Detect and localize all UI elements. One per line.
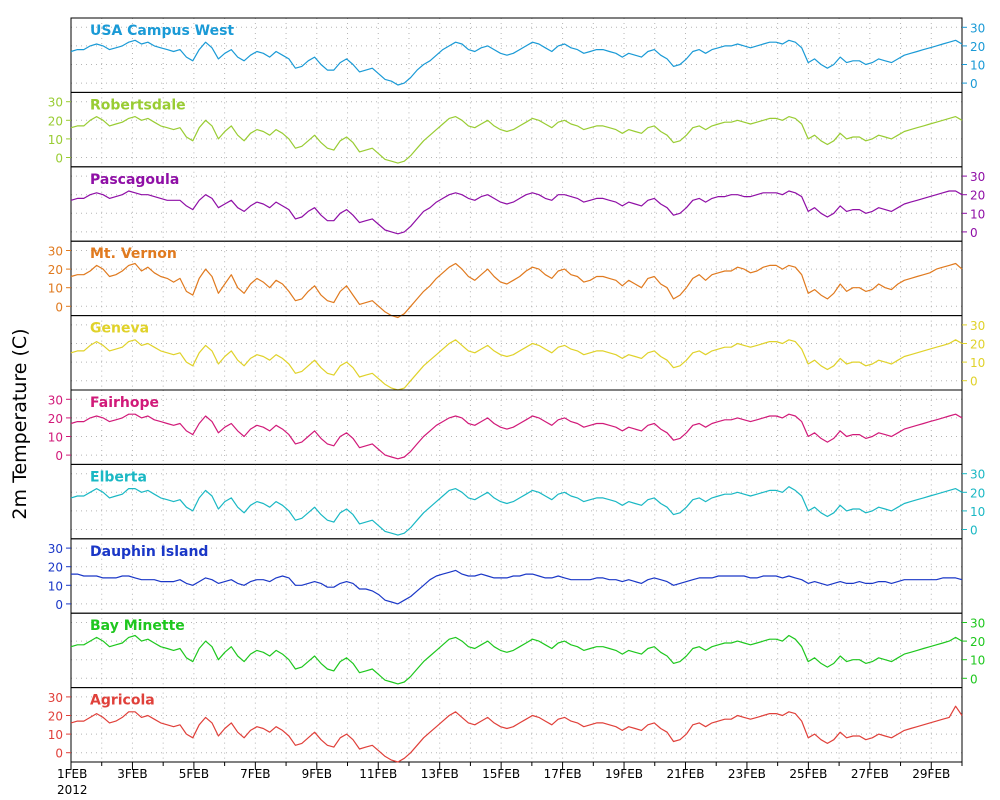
panel-robertsdale: 0 10 20 30 Robertsdale (48, 91, 963, 168)
panel-frame (70, 166, 963, 242)
y-tick-label: 0 (55, 598, 63, 612)
y-tick-label: 20 (48, 114, 63, 128)
y-tick-label: 10 (970, 654, 985, 668)
y-tick-label: 30 (48, 691, 63, 705)
series-line-dauphin-island (71, 569, 963, 605)
panel-geneva: 0 10 20 30 Geneva (70, 315, 985, 391)
panel-fairhope: 0 10 20 30 Fairhope (48, 389, 963, 465)
y-tick-label: 30 (48, 393, 63, 407)
y-axis-label: 2m Temperature (C) (9, 328, 31, 519)
x-tick-label: 7FEB (240, 767, 270, 781)
y-tick-label: 10 (48, 282, 63, 296)
y-tick-label: 20 (48, 561, 63, 575)
series-line-elberta (70, 486, 963, 536)
y-tick-label: 30 (48, 245, 63, 259)
panel-frame (70, 91, 963, 168)
y-tick-label: 20 (48, 412, 63, 426)
x-tick-label: 21FEB (666, 767, 704, 781)
y-tick-label: 10 (48, 579, 63, 593)
panel-dauphin-island: 0 10 20 30 Dauphin Island (48, 538, 963, 614)
y-tick-label: 0 (970, 524, 978, 538)
y-tick-label: 0 (55, 747, 63, 761)
series-label-mt-vernon: Mt. Vernon (90, 246, 177, 262)
y-tick-label: 0 (970, 375, 978, 389)
x-tick-label: 11FEB (359, 767, 397, 781)
y-tick-label: 30 (970, 170, 985, 184)
y-tick-label: 0 (55, 300, 63, 314)
x-tick-label: 9FEB (302, 767, 332, 781)
panel-agricola: 0 10 20 30 Agricola (48, 687, 963, 763)
y-tick-label: 30 (48, 96, 63, 110)
y-tick-label: 30 (970, 468, 985, 482)
y-tick-label: 10 (48, 431, 63, 445)
x-tick-label: 17FEB (544, 767, 582, 781)
y-tick-label: 20 (970, 189, 985, 203)
x-tick-label: 15FEB (482, 767, 520, 781)
series-label-robertsdale: Robertsdale (90, 97, 186, 113)
series-label-dauphin-island: Dauphin Island (90, 544, 208, 560)
x-year-label: 2012 (57, 783, 88, 797)
panel-bay-minette: 0 10 20 30 Bay Minette (70, 612, 985, 689)
series-label-fairhope: Fairhope (90, 395, 159, 411)
y-tick-label: 20 (970, 635, 985, 649)
y-tick-label: 10 (970, 505, 985, 519)
x-tick-label: 3FEB (117, 767, 147, 781)
panel-usa-campus-west: 0 10 20 30 USA Campus West (70, 17, 985, 93)
panel-frame (70, 612, 963, 689)
y-tick-label: 10 (970, 59, 985, 73)
series-label-agricola: Agricola (90, 693, 155, 709)
series-label-pascagoula: Pascagoula (90, 172, 179, 188)
x-tick-label: 29FEB (912, 767, 950, 781)
y-tick-label: 30 (48, 542, 63, 556)
y-tick-label: 0 (55, 449, 63, 463)
series-line-fairhope (70, 413, 963, 460)
panel-mt-vernon: 0 10 20 30 Mt. Vernon (48, 240, 963, 319)
series-label-usa-campus-west: USA Campus West (90, 23, 234, 39)
panels-group: 0 10 20 30 USA Campus West 0 10 20 30 Robertsdale… (48, 17, 985, 763)
series-line-mt-vernon (70, 262, 963, 319)
panel-pascagoula: 0 10 20 30 Pascagoula (70, 166, 985, 242)
y-tick-label: 30 (970, 21, 985, 35)
y-tick-label: 30 (970, 617, 985, 631)
series-label-geneva: Geneva (90, 321, 149, 337)
x-tick-label: 19FEB (605, 767, 643, 781)
y-tick-label: 20 (970, 486, 985, 500)
series-line-pascagoula (70, 190, 963, 235)
panel-elberta: 0 10 20 30 Elberta (70, 463, 985, 540)
series-label-elberta: Elberta (90, 469, 147, 485)
y-tick-label: 10 (48, 728, 63, 742)
y-tick-label: 20 (970, 40, 985, 54)
y-tick-label: 20 (48, 710, 63, 724)
series-line-usa-campus-west (70, 39, 963, 86)
panel-frame (70, 687, 963, 763)
y-tick-label: 0 (970, 672, 978, 686)
panel-frame (70, 463, 963, 540)
series-line-agricola (70, 705, 963, 763)
y-tick-label: 0 (970, 226, 978, 240)
y-tick-label: 10 (970, 356, 985, 370)
y-tick-label: 10 (48, 133, 63, 147)
y-tick-label: 0 (55, 152, 63, 166)
y-tick-label: 30 (970, 319, 985, 333)
y-tick-label: 10 (970, 207, 985, 221)
series-line-robertsdale (70, 115, 963, 164)
panel-frame (70, 389, 963, 465)
x-tick-label: 23FEB (728, 767, 766, 781)
series-line-geneva (70, 339, 963, 391)
x-tick-label: 13FEB (421, 767, 459, 781)
x-tick-label: 27FEB (851, 767, 889, 781)
y-tick-label: 20 (970, 338, 985, 352)
x-axis: 1FEB 3FEB 5FEB 7FEB 9FEB 11FEB 13FEB 15FEB 17FEB… (57, 762, 963, 797)
x-tick-label: 25FEB (789, 767, 827, 781)
y-tick-label: 20 (48, 263, 63, 277)
x-tick-label: 5FEB (179, 767, 209, 781)
x-tick-label: 1FEB (57, 767, 87, 781)
series-line-bay-minette (70, 634, 963, 685)
series-label-bay-minette: Bay Minette (90, 618, 185, 634)
y-tick-label: 0 (970, 77, 978, 91)
